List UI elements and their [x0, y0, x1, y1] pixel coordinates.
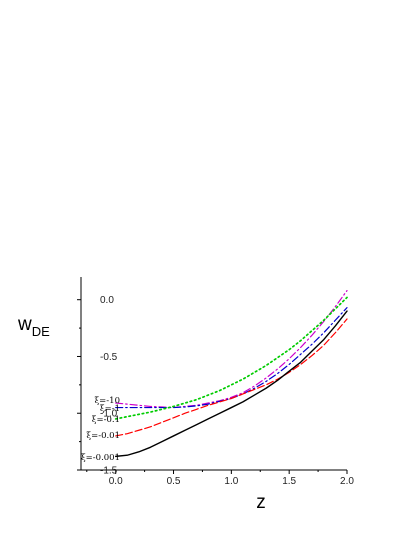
- x-tick-label: 0.5: [167, 476, 181, 487]
- axes: 0.0 0.5 1.0 1.5 2.0 -1.5 -1.0 -0.5 0.0: [77, 277, 354, 487]
- series-label-0: ξ=-10: [95, 396, 121, 406]
- y-axis-label-main: w: [17, 314, 32, 335]
- x-tick-label: 0.0: [109, 476, 123, 487]
- series-line-4: [114, 310, 348, 458]
- series-line-3: [115, 318, 348, 437]
- series-label-3: ξ=-0.01: [86, 431, 120, 441]
- x-axis-label: z: [256, 492, 266, 513]
- series-layer: [114, 290, 348, 458]
- x-tick-label: 1.0: [224, 476, 238, 487]
- y-tick-label: 0.0: [100, 295, 114, 306]
- series-line-1: [115, 307, 348, 409]
- x-tick-label: 2.0: [340, 476, 354, 487]
- y-axis-label-sub: DE: [32, 324, 50, 339]
- y-axis-label: wDE: [17, 314, 50, 339]
- series-label-2: ξ=-0.1: [92, 415, 120, 425]
- y-tick-label: -1.5: [100, 466, 118, 477]
- y-tick-label: -0.5: [100, 352, 118, 363]
- x-tick-label: 1.5: [282, 476, 296, 487]
- series-label-4: ξ=-0.001: [81, 453, 120, 463]
- y-tick-label: -1.0: [100, 409, 118, 420]
- series-label-1: ξ=-1: [100, 404, 120, 414]
- series-labels: ξ=-10ξ=-1ξ=-0.1 ξ=-0.01 ξ=-0.001: [81, 396, 120, 463]
- series-line-2: [114, 296, 348, 420]
- series-line-0: [115, 290, 348, 409]
